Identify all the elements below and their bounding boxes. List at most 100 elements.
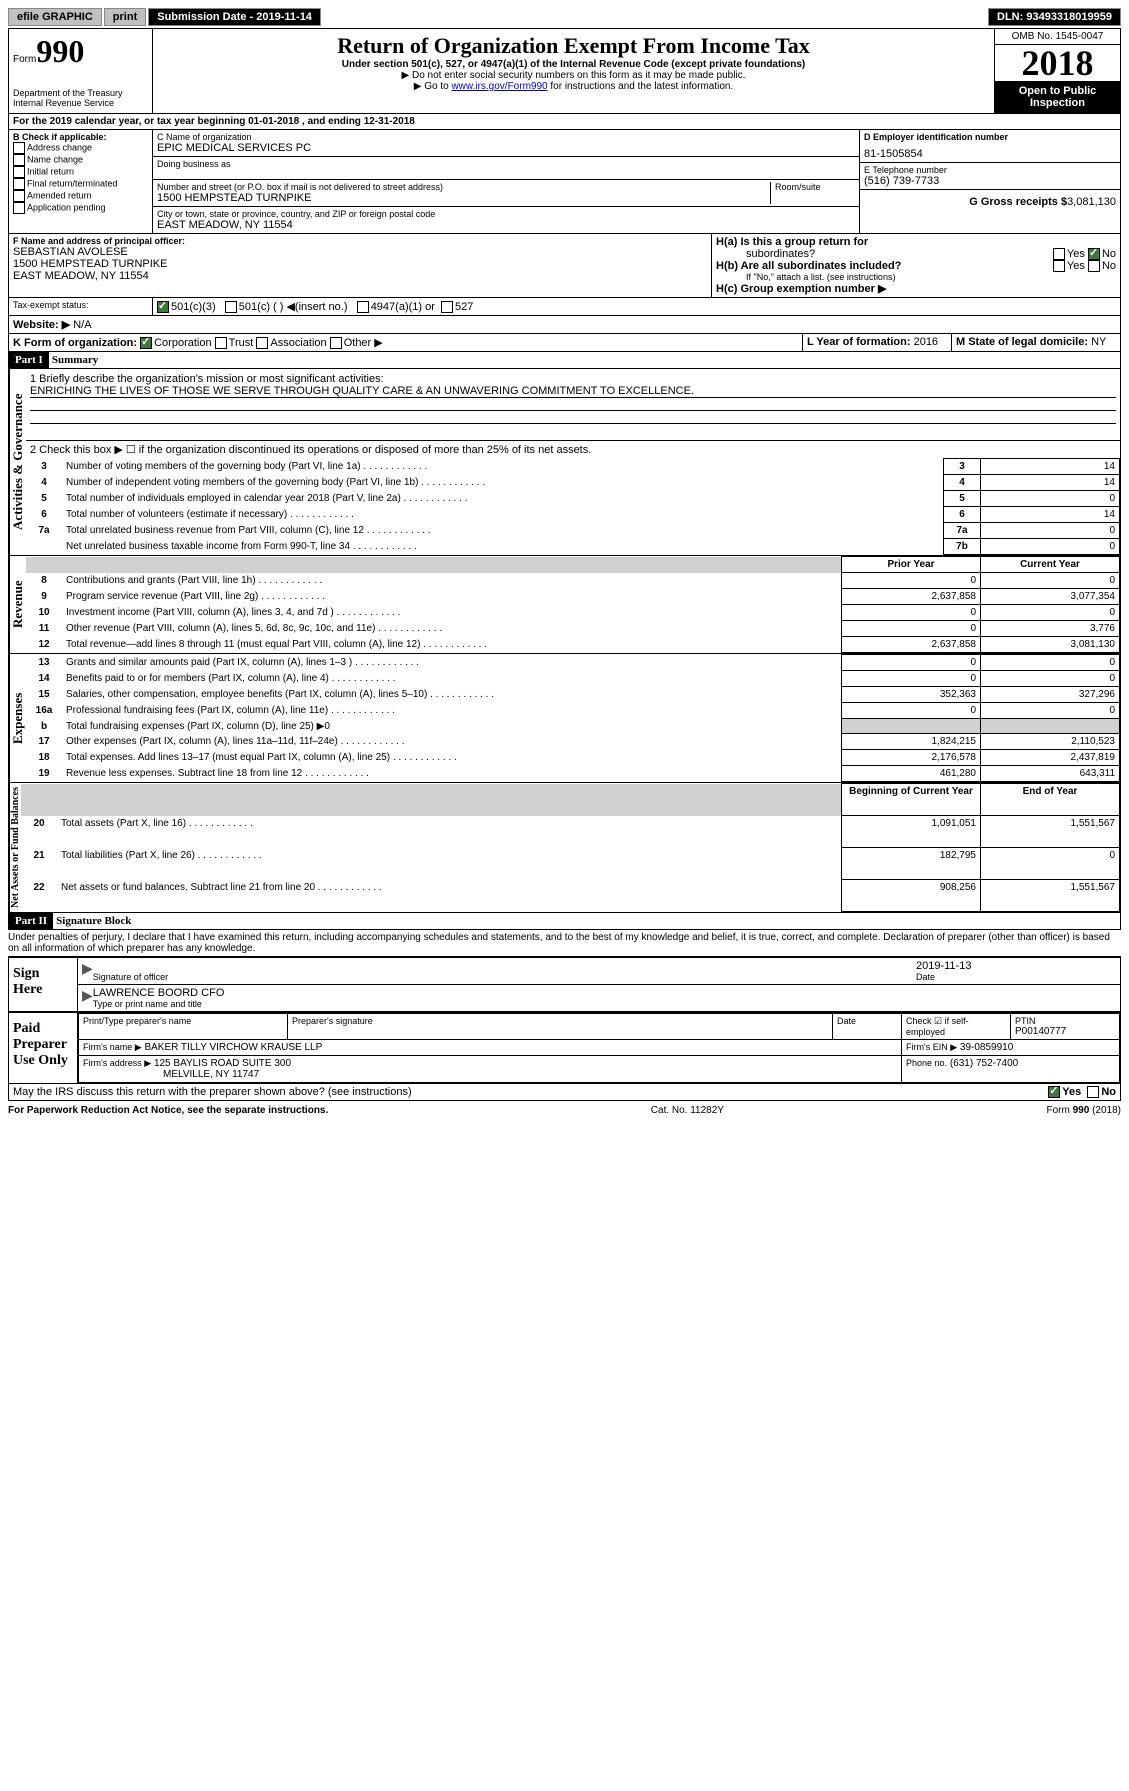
part1-header: Part I Summary bbox=[8, 352, 1121, 369]
governance-table: 3Number of voting members of the governi… bbox=[26, 458, 1120, 555]
ein: 81-1505854 bbox=[864, 148, 1116, 160]
footer: For Paperwork Reduction Act Notice, see … bbox=[8, 1101, 1121, 1116]
cb-501c[interactable] bbox=[225, 301, 237, 313]
expenses-section: Expenses 13Grants and similar amounts pa… bbox=[8, 654, 1121, 783]
form-header: Form990 Department of the Treasury Inter… bbox=[8, 28, 1121, 114]
discuss-row: May the IRS discuss this return with the… bbox=[8, 1084, 1121, 1101]
org-city: EAST MEADOW, NY 11554 bbox=[157, 219, 855, 231]
cb-corp[interactable] bbox=[140, 337, 152, 349]
table-row: 19Revenue less expenses. Subtract line 1… bbox=[26, 766, 1120, 782]
table-row: 8Contributions and grants (Part VIII, li… bbox=[26, 573, 1120, 589]
firm-ein: 39-0859910 bbox=[960, 1042, 1013, 1053]
part2-header: Part II Signature Block bbox=[8, 913, 1121, 930]
website-value: N/A bbox=[73, 319, 91, 331]
form-org-row: K Form of organization: Corporation Trus… bbox=[8, 334, 1121, 352]
org-street: 1500 HEMPSTEAD TURNPIKE bbox=[157, 192, 770, 204]
expenses-table: 13Grants and similar amounts paid (Part … bbox=[26, 654, 1120, 782]
year-formation: 2016 bbox=[914, 336, 938, 348]
ha-no[interactable] bbox=[1088, 248, 1100, 260]
table-row: bTotal fundraising expenses (Part IX, co… bbox=[26, 719, 1120, 734]
table-row: Net unrelated business taxable income fr… bbox=[26, 539, 1120, 555]
irs-link[interactable]: www.irs.gov/Form990 bbox=[451, 81, 547, 92]
sign-date: 2019-11-13 bbox=[916, 960, 1116, 972]
tax-year: 2018 bbox=[995, 45, 1120, 81]
table-row: 18Total expenses. Add lines 13–17 (must … bbox=[26, 750, 1120, 766]
state-domicile: NY bbox=[1091, 336, 1106, 348]
section-c: C Name of organization EPIC MEDICAL SERV… bbox=[153, 130, 860, 233]
table-row: 11Other revenue (Part VIII, column (A), … bbox=[26, 621, 1120, 637]
table-row: 16aProfessional fundraising fees (Part I… bbox=[26, 703, 1120, 719]
gross-receipts: 3,081,130 bbox=[1067, 196, 1116, 208]
cb-501c3[interactable] bbox=[157, 301, 169, 313]
table-row: 6Total number of volunteers (estimate if… bbox=[26, 507, 1120, 523]
arrow-icon: ▶ bbox=[82, 960, 93, 982]
form-subtitle: Under section 501(c), 527, or 4947(a)(1)… bbox=[157, 59, 990, 70]
note-link: ▶ Go to www.irs.gov/Form990 for instruct… bbox=[157, 81, 990, 92]
form-prefix: Form bbox=[13, 54, 36, 65]
checkbox-app-pending[interactable] bbox=[13, 202, 25, 214]
open-to-public: Open to Public Inspection bbox=[995, 81, 1120, 113]
irs-label: Internal Revenue Service bbox=[13, 98, 148, 108]
period-line: For the 2019 calendar year, or tax year … bbox=[8, 114, 1121, 130]
table-row: 21Total liabilities (Part X, line 26)182… bbox=[21, 848, 1120, 880]
cb-other[interactable] bbox=[330, 337, 342, 349]
governance-section: Activities & Governance 1 Briefly descri… bbox=[8, 369, 1121, 556]
table-row: 17Other expenses (Part IX, column (A), l… bbox=[26, 734, 1120, 750]
checkbox-initial-return[interactable] bbox=[13, 166, 25, 178]
arrow-icon: ▶ bbox=[82, 987, 93, 1009]
dln: DLN: 93493318019959 bbox=[988, 8, 1121, 26]
table-row: 4Number of independent voting members of… bbox=[26, 475, 1120, 491]
table-row: 14Benefits paid to or for members (Part … bbox=[26, 671, 1120, 687]
section-d: D Employer identification number 81-1505… bbox=[860, 130, 1120, 233]
table-row: 9Program service revenue (Part VIII, lin… bbox=[26, 589, 1120, 605]
discuss-no[interactable] bbox=[1087, 1086, 1099, 1098]
website-row: Website: ▶ N/A bbox=[8, 316, 1121, 334]
form-title: Return of Organization Exempt From Incom… bbox=[157, 33, 990, 59]
ptin: P00140777 bbox=[1015, 1026, 1115, 1037]
sign-here-block: SignHere ▶ Signature of officer 2019-11-… bbox=[8, 956, 1121, 1012]
print-button[interactable]: print bbox=[104, 8, 146, 26]
tax-status-row: Tax-exempt status: 501(c)(3) 501(c) ( ) … bbox=[8, 298, 1121, 316]
checkbox-amended[interactable] bbox=[13, 190, 25, 202]
efile-button[interactable]: efile GRAPHIC bbox=[8, 8, 102, 26]
submission-date: Submission Date - 2019-11-14 bbox=[148, 8, 321, 26]
note-ssn: ▶ Do not enter social security numbers o… bbox=[157, 70, 990, 81]
hb-yes[interactable] bbox=[1053, 260, 1065, 272]
org-name: EPIC MEDICAL SERVICES PC bbox=[157, 142, 855, 154]
revenue-table: Prior YearCurrent Year8Contributions and… bbox=[26, 556, 1120, 653]
form-number: 990 bbox=[36, 33, 84, 69]
table-row: 12Total revenue—add lines 8 through 11 (… bbox=[26, 637, 1120, 653]
form-ref: Form 990 (2018) bbox=[1047, 1105, 1122, 1116]
section-h: H(a) Is this a group return for subordin… bbox=[712, 234, 1120, 297]
entity-info-row: B Check if applicable: Address change Na… bbox=[8, 130, 1121, 234]
checkbox-final-return[interactable] bbox=[13, 178, 25, 190]
discuss-yes[interactable] bbox=[1048, 1086, 1060, 1098]
cb-trust[interactable] bbox=[215, 337, 227, 349]
hb-no[interactable] bbox=[1088, 260, 1100, 272]
cb-4947[interactable] bbox=[357, 301, 369, 313]
table-row: 10Investment income (Part VIII, column (… bbox=[26, 605, 1120, 621]
topbar: efile GRAPHIC print Submission Date - 20… bbox=[8, 8, 1121, 26]
table-row: 15Salaries, other compensation, employee… bbox=[26, 687, 1120, 703]
table-row: 20Total assets (Part X, line 16)1,091,05… bbox=[21, 816, 1120, 848]
firm-phone: (631) 752-7400 bbox=[950, 1058, 1018, 1069]
dept-label: Department of the Treasury bbox=[13, 88, 148, 98]
table-row: 5Total number of individuals employed in… bbox=[26, 491, 1120, 507]
section-b: B Check if applicable: Address change Na… bbox=[9, 130, 153, 233]
ha-yes[interactable] bbox=[1053, 248, 1065, 260]
table-row: 22Net assets or fund balances. Subtract … bbox=[21, 880, 1120, 912]
officer-group-row: F Name and address of principal officer:… bbox=[8, 234, 1121, 298]
officer-print-name: LAWRENCE BOORD CFO bbox=[93, 987, 1116, 999]
checkbox-address-change[interactable] bbox=[13, 142, 25, 154]
cb-527[interactable] bbox=[441, 301, 453, 313]
firm-name: BAKER TILLY VIRCHOW KRAUSE LLP bbox=[144, 1042, 322, 1053]
table-row: 3Number of voting members of the governi… bbox=[26, 459, 1120, 475]
netassets-section: Net Assets or Fund Balances Beginning of… bbox=[8, 783, 1121, 913]
table-row: 13Grants and similar amounts paid (Part … bbox=[26, 655, 1120, 671]
phone: (516) 739-7733 bbox=[864, 175, 1116, 187]
officer-name: SEBASTIAN AVOLESE bbox=[13, 246, 707, 258]
section-j-label: Website: ▶ bbox=[13, 319, 70, 331]
cb-assoc[interactable] bbox=[256, 337, 268, 349]
checkbox-name-change[interactable] bbox=[13, 154, 25, 166]
revenue-section: Revenue Prior YearCurrent Year8Contribut… bbox=[8, 556, 1121, 654]
